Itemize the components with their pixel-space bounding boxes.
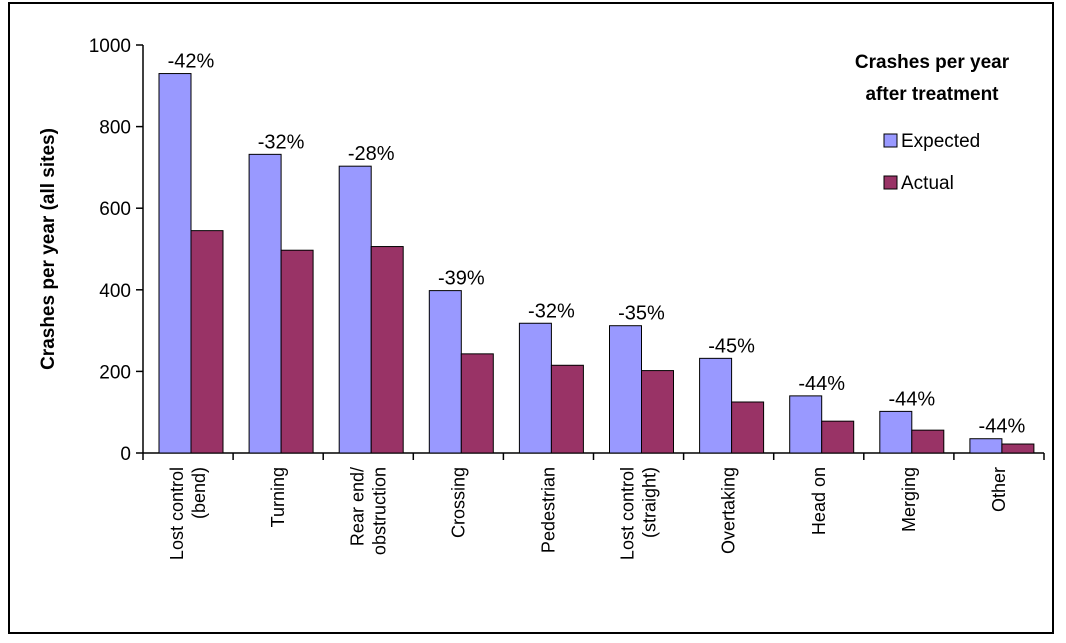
bars bbox=[158, 73, 1035, 454]
category-label: Merging bbox=[899, 467, 919, 532]
bar-actual bbox=[821, 420, 855, 454]
y-tick-label: 1000 bbox=[89, 36, 131, 57]
change-label: -45% bbox=[708, 335, 755, 357]
bar-expected bbox=[969, 438, 1003, 454]
category-label: Overtaking bbox=[719, 467, 739, 554]
bar-actual bbox=[280, 249, 314, 454]
legend-title-line-1: Crashes per year bbox=[855, 52, 1010, 73]
change-label: -35% bbox=[618, 303, 665, 325]
bar-actual bbox=[641, 370, 674, 454]
legend-label-expected: Expected bbox=[901, 131, 980, 152]
legend-title-line-2: after treatment bbox=[865, 84, 999, 105]
bar-actual bbox=[911, 429, 945, 454]
legend-swatch-actual bbox=[883, 175, 898, 190]
category-label: (straight) bbox=[640, 467, 660, 538]
y-tick-label: 400 bbox=[99, 281, 131, 302]
bar-actual bbox=[550, 364, 584, 454]
legend-swatch-expected bbox=[883, 133, 898, 148]
x-axis bbox=[142, 452, 1045, 460]
bar-actual bbox=[370, 246, 404, 454]
bar-actual bbox=[190, 230, 224, 454]
category-label: Lost control bbox=[618, 467, 638, 560]
category-label: Other bbox=[989, 467, 1009, 512]
category-label: Lost control bbox=[167, 467, 187, 560]
change-label: -44% bbox=[798, 373, 845, 395]
bar-expected bbox=[699, 357, 733, 454]
bar-expected bbox=[248, 153, 282, 454]
category-label: (bend) bbox=[189, 467, 209, 519]
bar-expected bbox=[158, 73, 192, 454]
bar-actual bbox=[460, 353, 494, 454]
y-tick-label: 600 bbox=[99, 199, 131, 220]
legend: Crashes per year after treatment Expecte… bbox=[855, 52, 1010, 194]
y-tick-label: 0 bbox=[120, 444, 131, 465]
category-labels: Lost control (bend) Turning Rear end/obstru… bbox=[167, 467, 1009, 560]
change-label: -44% bbox=[888, 388, 935, 410]
category-label: obstruction bbox=[369, 467, 389, 555]
change-label: -44% bbox=[979, 416, 1026, 438]
bar-expected bbox=[609, 325, 642, 454]
change-label: -32% bbox=[258, 131, 305, 153]
bar-actual bbox=[1001, 443, 1035, 454]
bar-expected bbox=[338, 165, 372, 454]
change-label: -39% bbox=[438, 268, 485, 290]
category-label: Rear end/ bbox=[347, 467, 367, 546]
category-label: Turning bbox=[268, 467, 288, 527]
y-axis-title: Crashes per year (all sites) bbox=[38, 128, 59, 370]
category-label: Crossing bbox=[448, 467, 468, 538]
bar-expected bbox=[428, 290, 462, 454]
y-tick-label: 800 bbox=[99, 118, 131, 139]
y-tick-label: 200 bbox=[99, 362, 131, 383]
change-label: -32% bbox=[528, 300, 575, 322]
y-axis: 0 200 400 600 800 1000 bbox=[89, 36, 144, 465]
category-label: Pedestrian bbox=[538, 467, 558, 553]
change-label: -28% bbox=[348, 143, 395, 165]
category-label: Head on bbox=[809, 467, 829, 535]
bar-actual bbox=[731, 401, 765, 454]
change-labels: -42% -32% -28% -39% -32% -35% -45% -44% -44% -44% bbox=[168, 51, 1026, 438]
legend-label-actual: Actual bbox=[901, 173, 954, 194]
bar-expected bbox=[518, 322, 552, 454]
bar-expected bbox=[789, 395, 823, 454]
change-label: -42% bbox=[168, 51, 215, 73]
bar-expected bbox=[879, 410, 913, 454]
